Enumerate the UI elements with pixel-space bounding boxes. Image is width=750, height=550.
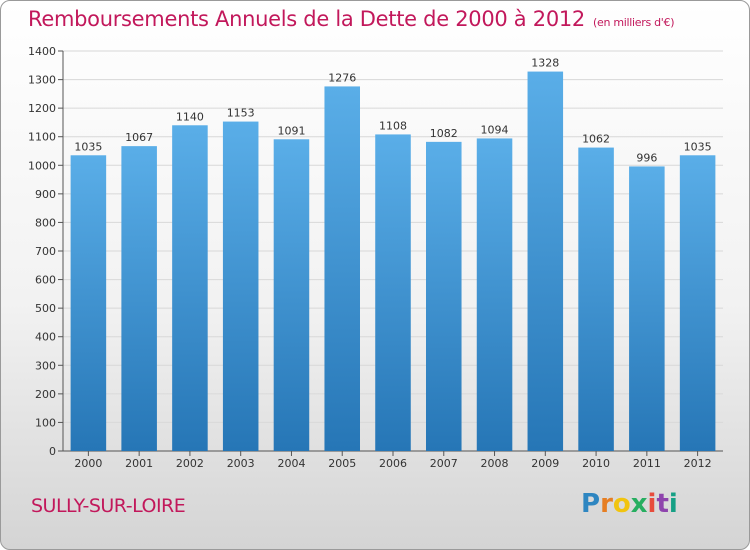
logo-letter: r: [600, 489, 613, 519]
data-labels: 1035 1067 1140 1153 1091 1276 1108 1082 1094 1328…: [74, 57, 711, 165]
data-label-2010: 1062: [582, 133, 610, 146]
data-label-2002: 1140: [176, 110, 204, 123]
data-label-2011: 996: [636, 151, 657, 164]
x-tick-label-2000: 2000: [74, 457, 102, 470]
bar-2008: [476, 138, 513, 451]
y-tick-label: 400: [35, 331, 56, 344]
bar-2006: [375, 134, 411, 451]
bar-2004: [273, 139, 310, 452]
y-tick-label: 300: [35, 359, 56, 372]
data-label-2006: 1108: [379, 119, 407, 132]
y-tick-label: 800: [35, 216, 56, 229]
logo-letter: P: [581, 489, 601, 519]
bar-2010: [578, 147, 614, 452]
data-label-2004: 1091: [277, 124, 305, 137]
logo-letter: t: [656, 489, 669, 519]
y-tick-label: 700: [35, 245, 56, 258]
x-tick-label-2003: 2003: [227, 457, 255, 470]
bar-2002: [172, 125, 208, 452]
bar-2005: [324, 86, 360, 451]
y-tick-label: 1000: [28, 159, 56, 172]
y-tick-label: 0: [49, 445, 56, 458]
data-label-2005: 1276: [328, 71, 356, 84]
y-tick-label: 100: [35, 416, 56, 429]
data-label-2008: 1094: [481, 123, 509, 136]
data-label-2003: 1153: [227, 107, 255, 120]
data-label-2007: 1082: [430, 127, 458, 140]
y-tick-label: 900: [35, 188, 56, 201]
x-tick-label-2008: 2008: [481, 457, 509, 470]
bar-2011: [629, 166, 665, 451]
x-tick-label-2007: 2007: [430, 457, 458, 470]
place-name: SULLY-SUR-LOIRE: [31, 495, 186, 517]
bar-2000: [70, 155, 107, 452]
x-tick-label-2011: 2011: [633, 457, 661, 470]
data-label-2009: 1328: [531, 57, 559, 70]
x-tick-label-2005: 2005: [328, 457, 356, 470]
x-tick-label-2012: 2012: [684, 457, 712, 470]
bar-2003: [222, 121, 259, 452]
logo-letter: i: [668, 489, 678, 519]
y-tick-label: 1100: [28, 131, 56, 144]
x-tick-label-2010: 2010: [582, 457, 610, 470]
chart-title: Remboursements Annuels de la Dette de 20…: [28, 7, 674, 31]
y-tick-label: 200: [35, 388, 56, 401]
data-label-2001: 1067: [125, 131, 153, 144]
y-tick-label: 500: [35, 302, 56, 315]
axes: 0 100 200 300 400 500 600 700 800 900 1000 1100 1200…: [28, 45, 723, 470]
bars: [70, 71, 716, 452]
unit-note: (en milliers d'€): [593, 16, 675, 29]
x-tick-label-2009: 2009: [531, 457, 559, 470]
logo-letter: i: [647, 489, 657, 519]
x-tick-label-2001: 2001: [125, 457, 153, 470]
y-tick-label: 1200: [28, 102, 56, 115]
logo-letter: x: [630, 489, 648, 519]
data-label-2012: 1035: [684, 140, 712, 153]
bar-2009: [527, 71, 564, 452]
x-tick-label-2004: 2004: [277, 457, 305, 470]
bar-2007: [426, 141, 462, 451]
x-tick-label-2002: 2002: [176, 457, 204, 470]
proxiti-logo: Proxiti: [581, 489, 678, 519]
y-tick-label: 1300: [28, 74, 56, 87]
y-tick-label: 600: [35, 274, 56, 287]
x-tick-label-2006: 2006: [379, 457, 407, 470]
bar-2012: [679, 155, 716, 452]
logo-letter: o: [612, 489, 631, 519]
bar-2001: [121, 146, 157, 451]
chart-title-text: Remboursements Annuels de la Dette de 20…: [28, 7, 585, 31]
y-tick-label: 1400: [28, 45, 56, 58]
data-label-2000: 1035: [74, 140, 102, 153]
